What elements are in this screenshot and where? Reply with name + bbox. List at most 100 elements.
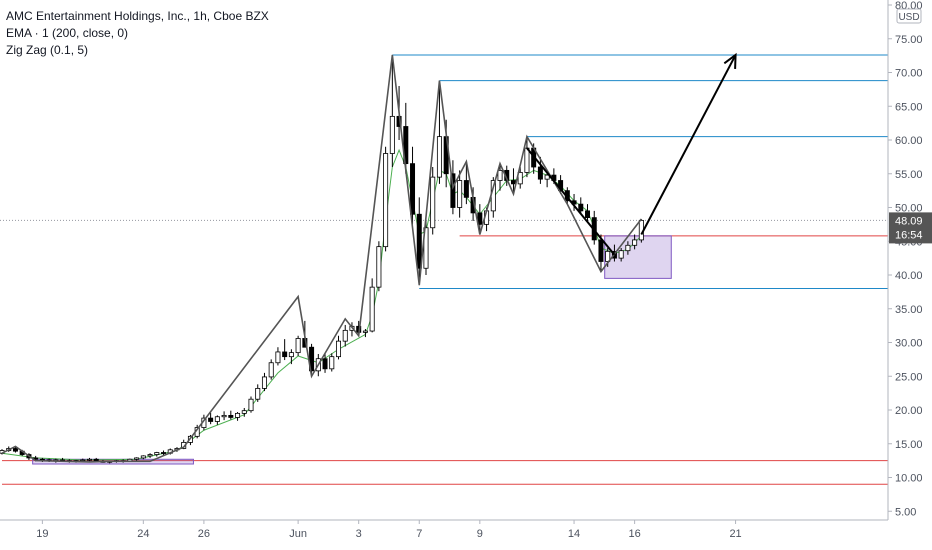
x-tick-label: 21 xyxy=(729,528,741,540)
trend-line xyxy=(526,147,616,256)
y-tick-label: 55.00 xyxy=(895,169,923,181)
candle xyxy=(86,458,92,461)
candle xyxy=(161,452,167,454)
y-tick-label: 65.00 xyxy=(895,101,923,113)
x-tick-label: 3 xyxy=(356,528,362,540)
candle xyxy=(463,180,469,198)
x-tick-label: 9 xyxy=(477,528,483,540)
candle xyxy=(282,351,288,358)
candlesticks xyxy=(0,54,644,464)
y-tick-label: 20.00 xyxy=(895,405,923,417)
x-tick-label: 14 xyxy=(568,528,580,540)
candle xyxy=(134,457,140,460)
candle xyxy=(457,180,463,208)
candle xyxy=(436,136,442,178)
currency-label: USD xyxy=(898,12,919,23)
candle xyxy=(369,286,375,332)
candle xyxy=(383,153,389,248)
candle xyxy=(605,250,611,262)
ema-series-line xyxy=(1,148,642,461)
y-tick-label: 75.00 xyxy=(895,34,923,46)
candle xyxy=(12,448,18,452)
candle xyxy=(497,169,503,181)
candle xyxy=(450,173,456,208)
candle xyxy=(248,398,254,412)
y-tick-label: 35.00 xyxy=(895,304,923,316)
y-tick-label: 50.00 xyxy=(895,203,923,215)
currency-badge xyxy=(896,8,922,24)
x-tick-label: 7 xyxy=(416,528,422,540)
zigzag-line xyxy=(1,54,642,463)
x-tick-label: 26 xyxy=(198,528,210,540)
candle xyxy=(214,416,220,422)
candle xyxy=(524,147,530,173)
y-tick-label: 5.00 xyxy=(895,506,916,518)
x-tick-label: 19 xyxy=(36,528,48,540)
x-tick-label: 16 xyxy=(628,528,640,540)
bar-countdown: 16:54 xyxy=(895,229,923,241)
zigzag-series-line xyxy=(1,54,642,463)
candle xyxy=(147,454,153,457)
y-tick-label: 60.00 xyxy=(895,135,923,147)
y-tick-label: 25.00 xyxy=(895,371,923,383)
horizontal-levels xyxy=(2,54,888,485)
candle xyxy=(322,358,328,370)
symbol-title[interactable]: AMC Entertainment Holdings, Inc., 1h, Cb… xyxy=(6,9,269,23)
y-tick-label: 10.00 xyxy=(895,473,923,485)
candle xyxy=(80,459,86,462)
candle xyxy=(517,171,523,185)
candle xyxy=(261,376,267,389)
y-tick-label: 30.00 xyxy=(895,338,923,350)
candle xyxy=(430,176,436,229)
projection-arrow xyxy=(640,54,737,235)
x-tick-label: Jun xyxy=(289,528,307,540)
y-tick-label: 40.00 xyxy=(895,270,923,282)
candle xyxy=(275,351,281,364)
chart-legend: AMC Entertainment Holdings, Inc., 1h, Cb… xyxy=(6,8,269,59)
candle xyxy=(362,330,368,333)
arrow-head xyxy=(723,52,737,69)
candle xyxy=(221,414,227,418)
last-price-tag xyxy=(889,212,932,244)
candle xyxy=(537,166,543,180)
candle xyxy=(585,210,591,219)
candle xyxy=(288,352,294,358)
candle xyxy=(268,362,274,378)
candle xyxy=(625,244,631,252)
highlight-boxes xyxy=(32,235,672,465)
y-tick-label: 70.00 xyxy=(895,68,923,80)
candle xyxy=(544,174,550,180)
candle xyxy=(376,246,382,288)
candle xyxy=(235,412,241,418)
ema-indicator-label[interactable]: EMA · 1 (200, close, 0) xyxy=(6,26,129,40)
ema-line xyxy=(1,148,642,461)
candle xyxy=(342,329,348,342)
candle xyxy=(389,115,395,154)
candle xyxy=(335,340,341,358)
candle xyxy=(578,203,584,212)
candle xyxy=(228,414,234,418)
candle xyxy=(241,410,247,414)
candle xyxy=(423,227,429,269)
candle xyxy=(255,387,261,400)
zigzag-indicator-label[interactable]: Zig Zag (0.1, 5) xyxy=(6,43,89,57)
candle xyxy=(140,455,146,459)
candle xyxy=(477,212,483,225)
drawings xyxy=(526,52,737,256)
candle xyxy=(154,452,160,455)
candle xyxy=(598,239,604,262)
candle xyxy=(632,239,638,246)
candle xyxy=(208,417,214,422)
last-price-value: 48.09 xyxy=(895,215,923,227)
candle xyxy=(510,180,516,185)
y-tick-label: 15.00 xyxy=(895,439,923,451)
highlight-box-0 xyxy=(604,235,672,279)
candle xyxy=(618,250,624,259)
candle xyxy=(416,213,422,269)
candle xyxy=(329,356,335,370)
candle xyxy=(295,338,301,354)
x-tick-label: 24 xyxy=(137,528,149,540)
candle xyxy=(410,163,416,215)
